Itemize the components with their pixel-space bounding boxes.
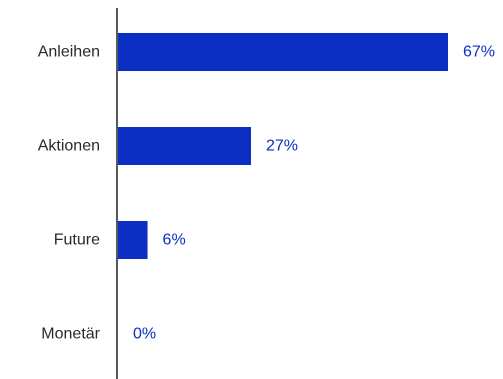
category-label: Aktionen — [38, 138, 100, 155]
bar — [118, 127, 251, 165]
category-label: Future — [54, 232, 100, 249]
bars-group: Anleihen 67% Aktionen 27% Future 6% Monetär 0% — [38, 33, 495, 343]
value-label: 67% — [463, 44, 495, 61]
bar — [118, 221, 148, 259]
category-label: Monetär — [41, 326, 100, 343]
value-label: 6% — [163, 232, 186, 249]
category-label: Anleihen — [38, 44, 100, 61]
value-label: 27% — [266, 138, 298, 155]
value-label: 0% — [133, 326, 156, 343]
bar — [118, 33, 448, 71]
